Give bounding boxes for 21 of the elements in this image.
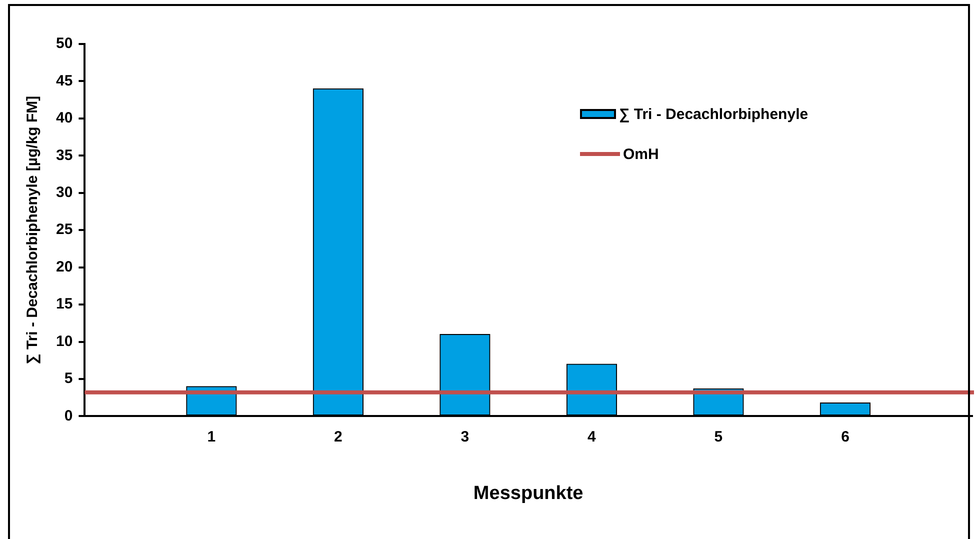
y-tick-label: 40 [56,110,73,127]
y-tick-label: 30 [56,184,73,202]
y-tick-label: 15 [56,296,73,313]
y-tick-label: 25 [56,221,73,238]
y-axis-title: ∑ Tri - Decachlorbiphenyle [µg/kg FM] [24,96,42,364]
y-tick-label: 0 [64,407,73,424]
y-tick-label: 35 [56,146,73,164]
legend-label: ∑ Tri - Decachlorbiphenyle [619,106,808,122]
x-tick-label: 1 [207,428,216,446]
x-tick-label: 5 [714,428,723,446]
y-tick-label: 10 [56,332,73,350]
x-tick-label: 3 [460,428,470,446]
x-tick-label: 4 [588,428,597,446]
y-tick-label: 45 [56,72,73,90]
y-tick-label: 5 [64,370,73,388]
y-tick-label: 50 [56,35,73,52]
x-tick-label: 2 [334,428,342,446]
x-tick-label: 6 [841,428,850,446]
legend-label: OmH [623,146,659,162]
x-axis-title: Messpunkte [473,482,584,504]
y-tick-label: 20 [56,258,73,276]
